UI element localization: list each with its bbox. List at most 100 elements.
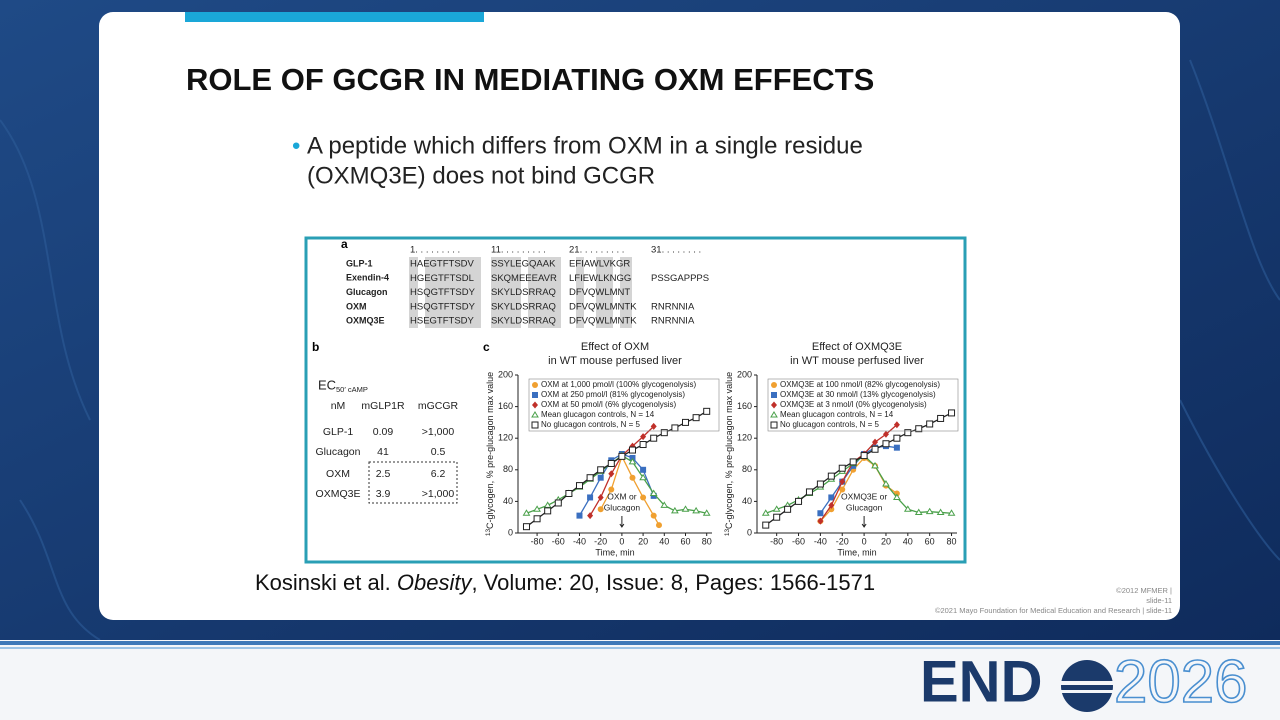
footer-text: ©2012 MFMER | bbox=[1116, 586, 1172, 595]
data-point bbox=[871, 461, 879, 469]
sequence: DFVQWLMNT bbox=[569, 287, 630, 298]
table-cell: OXM bbox=[326, 468, 350, 480]
x-tick-label: 20 bbox=[638, 536, 648, 546]
data-point bbox=[882, 440, 890, 448]
legend-marker bbox=[532, 382, 538, 388]
data-point bbox=[817, 517, 824, 525]
legend-box bbox=[528, 378, 720, 432]
table-header: nM bbox=[331, 400, 346, 412]
table-cell: 0.09 bbox=[373, 426, 394, 438]
sequence: RNRNNIA bbox=[651, 316, 695, 327]
y-tick-label: 0 bbox=[747, 527, 752, 537]
table-header: mGLP1R bbox=[361, 400, 405, 412]
chart: Effect of OXMQ3E in WT mouse perfused liv… bbox=[724, 341, 959, 557]
y-tick-label: 40 bbox=[742, 496, 752, 506]
legend-marker bbox=[531, 421, 539, 429]
band-line bbox=[0, 641, 1280, 645]
sequence: SKYLDSRRAQ bbox=[491, 316, 556, 327]
legend-label: OXMQ3E at 100 nmol/l (82% glycogenolysis… bbox=[780, 380, 940, 389]
x-tick-label: -20 bbox=[594, 536, 607, 546]
legend-label: OXMQ3E at 3 nmol/l (0% glycogenolysis) bbox=[780, 400, 927, 409]
x-tick-label: 80 bbox=[702, 536, 712, 546]
data-point bbox=[522, 523, 530, 531]
data-point bbox=[639, 441, 647, 449]
legend-label: OXM at 250 pmol/l (81% glycogenolysis) bbox=[541, 390, 685, 399]
peptide-name: Exendin-4 bbox=[346, 273, 389, 283]
data-point bbox=[565, 490, 573, 497]
legend-marker bbox=[771, 392, 777, 398]
x-tick-label: 60 bbox=[680, 536, 690, 546]
data-point bbox=[608, 486, 615, 493]
annotation: OXMQ3E or bbox=[841, 491, 887, 501]
footer-text: slide-11 bbox=[1146, 596, 1172, 605]
sequence: SKQMEEEAVR bbox=[491, 273, 557, 284]
legend-box bbox=[767, 378, 959, 432]
x-tick-label: -40 bbox=[814, 536, 827, 546]
legend-marker bbox=[771, 401, 777, 409]
sequence: HSEGTFTSDY bbox=[410, 316, 475, 327]
citation-authors: Kosinski et al. bbox=[255, 570, 391, 595]
x-axis-label: Time, min bbox=[595, 547, 634, 557]
data-point bbox=[660, 429, 668, 437]
y-tick-label: 40 bbox=[503, 496, 513, 506]
data-point bbox=[618, 452, 626, 460]
sequence: EFIAWLVKGR bbox=[569, 259, 630, 270]
x-tick-label: -60 bbox=[792, 536, 805, 546]
logo-text: END bbox=[920, 649, 1042, 714]
peptide-name: GLP-1 bbox=[346, 258, 373, 268]
sequence: HGEGTFTSDL bbox=[410, 273, 474, 284]
data-point bbox=[948, 409, 956, 417]
data-point bbox=[903, 505, 912, 512]
data-point bbox=[893, 493, 901, 500]
y-tick-label: 200 bbox=[737, 369, 752, 379]
data-point bbox=[882, 430, 889, 438]
data-point bbox=[692, 414, 700, 422]
data-point bbox=[839, 486, 846, 493]
table-cell: OXMQ3E bbox=[316, 488, 361, 500]
data-point bbox=[839, 478, 846, 486]
footer-text: ©2021 Mayo Foundation for Medical Educat… bbox=[935, 606, 1172, 615]
data-point bbox=[544, 507, 552, 515]
x-tick-label: -20 bbox=[836, 536, 849, 546]
table-caption-sub: 50′ cAMP bbox=[336, 385, 368, 394]
data-point bbox=[629, 474, 636, 481]
y-tick-label: 200 bbox=[498, 369, 513, 379]
table-caption: EC bbox=[318, 377, 336, 392]
data-point bbox=[650, 434, 658, 442]
annotation-arrow bbox=[619, 516, 625, 528]
data-point bbox=[761, 509, 770, 516]
data-point bbox=[639, 473, 647, 481]
sequence-position: 31. . . . . . . . bbox=[651, 245, 701, 256]
data-point bbox=[681, 418, 689, 426]
y-tick-label: 120 bbox=[737, 433, 752, 443]
x-tick-label: 0 bbox=[862, 536, 867, 546]
data-point bbox=[772, 505, 781, 512]
y-axis-label-text: C-glycogen, % pre-glucagon max value bbox=[724, 372, 734, 529]
sequence-highlights bbox=[409, 257, 632, 328]
x-tick-label: 20 bbox=[881, 536, 891, 546]
x-axis-label: Time, min bbox=[837, 547, 876, 557]
y-tick-label: 80 bbox=[503, 464, 513, 474]
data-point bbox=[893, 444, 900, 451]
data-point bbox=[628, 457, 637, 465]
x-tick-label: 0 bbox=[619, 536, 624, 546]
table-cell: 6.2 bbox=[431, 468, 446, 480]
y-tick-label: 80 bbox=[742, 464, 752, 474]
sequence: DFVQWLMNTK bbox=[569, 301, 637, 312]
annotation: OXM or bbox=[607, 491, 636, 501]
peptide-name: OXM bbox=[346, 301, 367, 311]
data-point bbox=[849, 458, 857, 466]
band-line bbox=[0, 647, 1280, 649]
sequence: SSYLEGQAAK bbox=[491, 259, 556, 270]
legend-label: Mean glucagon controls, N = 14 bbox=[541, 410, 655, 419]
legend-label: OXM at 50 pmol/l (6% glycogenolysis) bbox=[541, 400, 677, 409]
x-tick-label: -80 bbox=[531, 536, 544, 546]
sequence: PSSGAPPPS bbox=[651, 273, 709, 284]
panel-label: a bbox=[341, 237, 348, 251]
table-cell: >1,000 bbox=[422, 488, 455, 500]
x-tick-label: 60 bbox=[925, 536, 935, 546]
data-point bbox=[703, 407, 711, 415]
data-point bbox=[893, 421, 900, 429]
data-point bbox=[702, 509, 711, 516]
accent-bar bbox=[185, 12, 484, 22]
